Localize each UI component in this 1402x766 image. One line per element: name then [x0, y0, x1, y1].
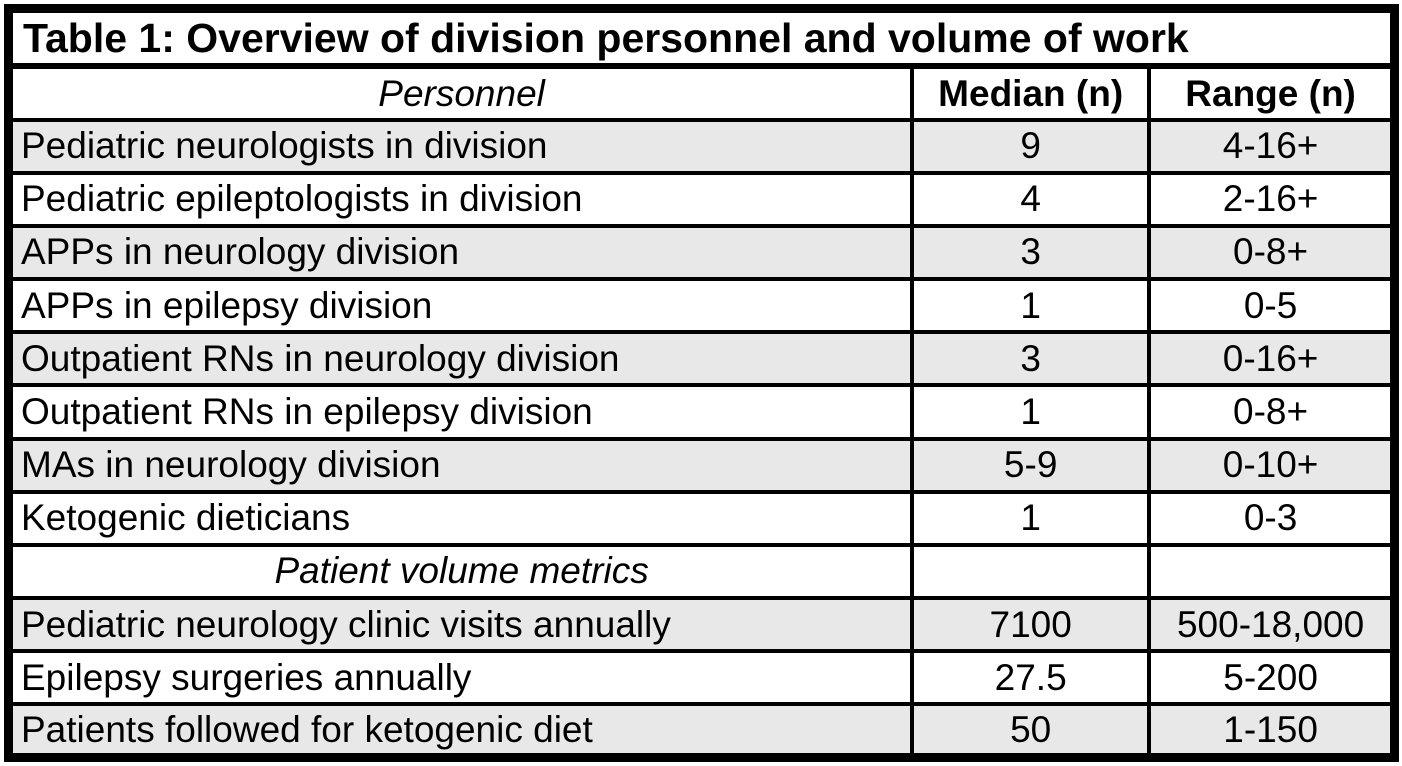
personnel-cell: Pediatric epileptologists in division [6, 170, 915, 228]
column-header-personnel: Personnel [6, 64, 915, 122]
median-cell [910, 542, 1152, 601]
table-title: Table 1: Overview of division personnel … [6, 6, 1397, 70]
personnel-cell: Pediatric neurologists in division [6, 117, 915, 175]
personnel-cell: Epilepsy surgeries annually [6, 649, 915, 707]
range-cell [1147, 542, 1397, 601]
personnel-cell: MAs in neurology division [6, 436, 915, 494]
table-title-row: Table 1: Overview of division personnel … [6, 6, 1397, 70]
table-row: Patients followed for ketogenic diet 50 … [6, 702, 1397, 760]
table-row: Outpatient RNs in neurology division 3 0… [6, 330, 1397, 388]
table-row: Outpatient RNs in epilepsy division 1 0-… [6, 383, 1397, 441]
median-cell: 3 [910, 223, 1152, 282]
range-cell: 500-18,000 [1147, 595, 1397, 654]
table-row: APPs in epilepsy division 1 0-5 [6, 277, 1397, 335]
median-cell: 4 [910, 170, 1152, 228]
section-title: Patient volume metrics [6, 542, 915, 601]
personnel-cell: Outpatient RNs in neurology division [6, 330, 915, 388]
personnel-cell: Pediatric neurology clinic visits annual… [6, 595, 915, 654]
table-header-row: Personnel Median (n) Range (n) [6, 64, 1397, 122]
range-cell: 0-10+ [1147, 436, 1397, 494]
table-row: MAs in neurology division 5-9 0-10+ [6, 436, 1397, 494]
range-cell: 1-150 [1147, 702, 1397, 760]
median-cell: 50 [910, 702, 1152, 760]
range-cell: 0-8+ [1147, 223, 1397, 282]
range-cell: 0-3 [1147, 489, 1397, 547]
range-cell: 4-16+ [1147, 117, 1397, 175]
section-header-row: Patient volume metrics [6, 542, 1397, 601]
personnel-cell: Outpatient RNs in epilepsy division [6, 383, 915, 441]
median-cell: 27.5 [910, 649, 1152, 707]
range-cell: 0-5 [1147, 277, 1397, 335]
table-row: Ketogenic dieticians 1 0-3 [6, 489, 1397, 547]
range-cell: 0-8+ [1147, 383, 1397, 441]
median-cell: 7100 [910, 595, 1152, 654]
table-row: Pediatric neurology clinic visits annual… [6, 595, 1397, 654]
table-row: Epilepsy surgeries annually 27.5 5-200 [6, 649, 1397, 707]
column-header-median: Median (n) [910, 64, 1152, 122]
median-cell: 5-9 [910, 436, 1152, 494]
personnel-cell: Patients followed for ketogenic diet [6, 702, 915, 760]
range-cell: 0-16+ [1147, 330, 1397, 388]
personnel-cell: APPs in neurology division [6, 223, 915, 282]
division-personnel-table: Table 1: Overview of division personnel … [4, 4, 1399, 762]
table-row: APPs in neurology division 3 0-8+ [6, 223, 1397, 282]
range-cell: 2-16+ [1147, 170, 1397, 228]
table-row: Pediatric epileptologists in division 4 … [6, 170, 1397, 228]
median-cell: 1 [910, 277, 1152, 335]
median-cell: 9 [910, 117, 1152, 175]
median-cell: 1 [910, 383, 1152, 441]
range-cell: 5-200 [1147, 649, 1397, 707]
median-cell: 1 [910, 489, 1152, 547]
personnel-cell: Ketogenic dieticians [6, 489, 915, 547]
median-cell: 3 [910, 330, 1152, 388]
column-header-range: Range (n) [1147, 64, 1397, 122]
table-row: Pediatric neurologists in division 9 4-1… [6, 117, 1397, 175]
personnel-cell: APPs in epilepsy division [6, 277, 915, 335]
